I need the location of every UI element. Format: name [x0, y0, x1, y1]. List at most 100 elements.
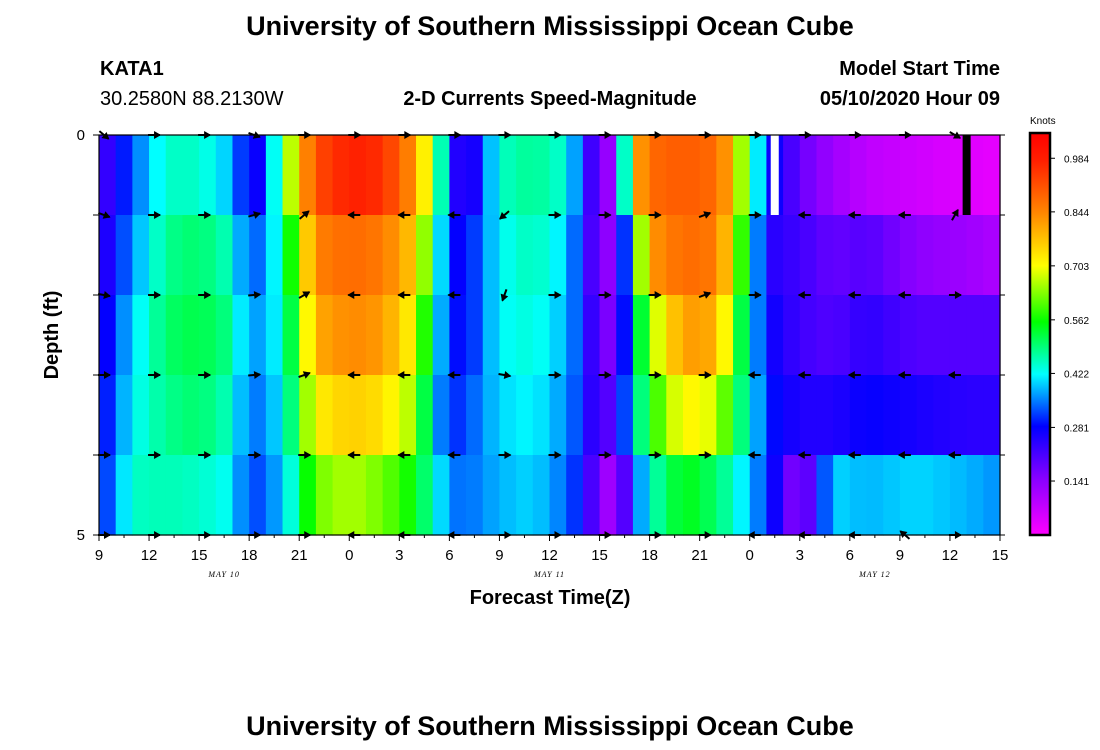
vector-head — [397, 451, 405, 459]
current-vector — [947, 451, 961, 459]
vector-head — [101, 131, 110, 140]
vector-head — [797, 451, 805, 459]
heatmap-cell — [849, 375, 868, 456]
heatmap-cell — [632, 455, 651, 536]
heatmap-cell — [182, 215, 200, 296]
heatmap-cell — [516, 455, 534, 536]
heatmap-cell — [215, 455, 234, 536]
vector-head — [447, 371, 455, 379]
current-vector — [397, 371, 411, 379]
current-vector — [948, 291, 962, 299]
heatmap-cell — [616, 295, 634, 376]
heatmap-cell — [382, 455, 400, 536]
heatmap-cell — [265, 455, 284, 536]
heatmap-cell — [949, 215, 968, 296]
heatmap-cell — [749, 295, 768, 376]
heatmap-cell — [349, 375, 367, 456]
heatmap-cell — [933, 375, 951, 456]
heatmap-cell — [215, 295, 234, 376]
colorbar-tick-label: 0.562 — [1064, 316, 1089, 327]
vector-head — [654, 451, 662, 459]
current-vector — [548, 451, 562, 459]
current-vector — [397, 451, 411, 459]
heatmap-cell — [682, 215, 701, 296]
heatmap-cell — [682, 295, 701, 376]
heatmap-cell — [532, 375, 551, 456]
heatmap-cell — [666, 135, 684, 216]
current-vector — [397, 291, 411, 299]
current-vector — [598, 291, 612, 299]
vector-head — [604, 291, 612, 299]
heatmap-cell — [432, 375, 450, 456]
heatmap-cell — [733, 295, 751, 376]
x-tick-label: 21 — [691, 547, 708, 564]
current-vector — [897, 451, 911, 459]
heatmap-cell — [232, 215, 250, 296]
vector-head — [102, 211, 111, 219]
vector-head — [253, 371, 262, 379]
heatmap-cell — [299, 375, 317, 456]
missing-data-marker — [962, 135, 971, 215]
heatmap-cell — [566, 295, 584, 376]
heatmap-cell — [966, 295, 984, 376]
heatmap-cell — [132, 455, 150, 536]
missing-data-marker — [770, 135, 779, 215]
colorbar-unit-label: Knots — [1030, 116, 1056, 127]
heatmap-cell — [199, 215, 217, 296]
heatmap-cell — [466, 375, 484, 456]
x-tick-label: 12 — [541, 547, 558, 564]
current-vector — [148, 291, 162, 299]
x-tick-label: 12 — [141, 547, 158, 564]
current-vector — [98, 211, 111, 219]
heatmap-cell — [532, 215, 551, 296]
heatmap-cell — [532, 295, 551, 376]
heatmap-cell — [149, 135, 167, 216]
vector-head — [847, 371, 855, 379]
heatmap-cell — [332, 135, 350, 216]
heatmap-cell — [949, 295, 968, 376]
vector-head — [654, 371, 662, 379]
heatmap-cell — [816, 295, 834, 376]
heatmap-cell — [883, 375, 901, 456]
heatmap-cell — [165, 135, 184, 216]
current-vector — [148, 211, 162, 219]
vector-head — [554, 371, 562, 379]
heatmap-cell — [399, 455, 417, 536]
current-vector — [548, 291, 562, 299]
heatmap-cell — [549, 295, 567, 376]
vector-head — [104, 451, 111, 459]
vector-head — [604, 371, 612, 379]
vector-head — [302, 371, 311, 379]
heatmap-cell — [199, 455, 217, 536]
heatmap-cell — [983, 375, 1001, 456]
vector-head — [154, 451, 162, 459]
heatmap-cell — [749, 135, 768, 216]
heatmap-cell — [599, 455, 617, 536]
vector-head — [103, 291, 111, 299]
heatmap-cell — [916, 295, 934, 376]
vector-head — [897, 451, 905, 459]
heatmap-cell — [265, 215, 284, 296]
vector-head — [253, 291, 262, 299]
heatmap-cell — [282, 375, 300, 456]
heatmap-cell — [115, 135, 133, 216]
current-vector — [248, 211, 261, 219]
heatmap-cell — [132, 215, 150, 296]
heatmap-cell — [482, 295, 501, 376]
colorbar-tick-label: 0.141 — [1064, 477, 1089, 488]
current-vector — [298, 451, 312, 459]
heatmap-cell — [432, 455, 450, 536]
current-vector — [797, 291, 811, 299]
current-vector — [797, 371, 811, 379]
heatmap-cell — [182, 135, 200, 216]
heatmap-cell — [766, 375, 784, 456]
heatmap-cell — [315, 375, 334, 456]
heatmap-cell — [649, 135, 667, 216]
x-tick-label: 0 — [345, 547, 353, 564]
heatmap-cell — [766, 295, 784, 376]
x-tick-label: 18 — [241, 547, 258, 564]
heatmap-cell — [632, 135, 651, 216]
heatmap-cell — [733, 215, 751, 296]
heatmap-cell — [833, 215, 851, 296]
heatmap-cell — [966, 375, 984, 456]
